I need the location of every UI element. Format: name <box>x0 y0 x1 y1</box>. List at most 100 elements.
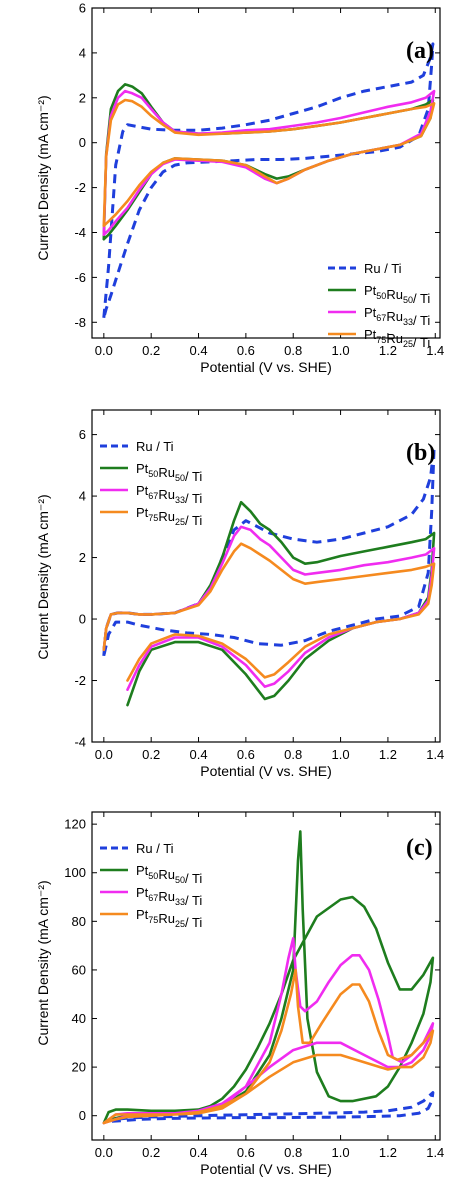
legend-label: Ru / Ti <box>136 841 174 856</box>
plot-frame <box>91 409 441 743</box>
legend-label: Pt50Ru50/ Ti <box>136 863 202 886</box>
plot-area-a: 0.0 0.2 0.4 0.6 0.8 1.0 1.2 1.4 -8 -6 -4 -2 0 2 4 6 <box>74 1 444 359</box>
y-tick-label: 0 <box>79 612 86 627</box>
x-axis-label: Potential (V vs. SHE) <box>200 1161 332 1177</box>
x-tick-label: 0.4 <box>189 1145 207 1160</box>
legend-item: Pt67Ru33/ Ti <box>328 305 430 328</box>
x-tick-label: 0.4 <box>189 747 207 762</box>
y-tick-label: 6 <box>79 1 86 16</box>
legend-label: Pt67Ru33/ Ti <box>364 305 430 328</box>
legend-item: Pt75Ru25/ Ti <box>328 327 430 350</box>
series-group <box>102 830 435 1125</box>
y-tick-label: 2 <box>79 550 86 565</box>
series-line-pt75ru25-ti <box>102 98 436 228</box>
y-tick-label: 0 <box>79 135 86 150</box>
x-tick-label: 1.2 <box>379 1145 397 1160</box>
legend-item: Pt50Ru50/ Ti <box>100 461 202 484</box>
x-tick-label: 0.8 <box>284 1145 302 1160</box>
x-tick-label: 0.2 <box>142 343 160 358</box>
x-tick-label: 0.0 <box>95 343 113 358</box>
series-line-pt75ru25-ti <box>102 542 436 682</box>
y-axis-label: Current Density (mA cm⁻²) <box>35 95 51 260</box>
legend-item: Pt50Ru50/ Ti <box>100 863 202 886</box>
panel-label: (c) <box>406 835 433 861</box>
x-tick-label: 1.2 <box>379 343 397 358</box>
y-tick-label: 6 <box>79 427 86 442</box>
x-tick-label: 0.6 <box>237 1145 255 1160</box>
legend-label: Pt75Ru25/ Ti <box>364 327 430 350</box>
y-tick-label: -6 <box>74 270 86 285</box>
y-tick-label: 0 <box>79 1108 86 1123</box>
y-tick-label: 20 <box>72 1060 86 1075</box>
series-line-pt67ru33-ti <box>102 937 435 1125</box>
x-tick-label: 0.6 <box>237 343 255 358</box>
series-line-pt67ru33-ti <box>102 525 436 691</box>
series-line-ru-ti <box>103 1091 435 1124</box>
x-tick-label: 1.2 <box>379 747 397 762</box>
x-tick-label: 0.0 <box>95 747 113 762</box>
x-tick-label: 1.4 <box>426 1145 444 1160</box>
y-tick-label: -2 <box>74 673 86 688</box>
legend-item: Ru / Ti <box>328 261 402 276</box>
legend-item: Ru / Ti <box>100 841 174 856</box>
y-tick-label: 40 <box>72 1011 86 1026</box>
x-tick-label: 1.0 <box>332 343 350 358</box>
y-tick-label: 80 <box>72 914 86 929</box>
x-axis-label: Potential (V vs. SHE) <box>200 359 332 375</box>
x-tick-label: 1.0 <box>332 1145 350 1160</box>
legend-label: Pt75Ru25/ Ti <box>136 505 202 528</box>
panel-label: (b) <box>406 440 435 466</box>
legend-label: Pt75Ru25/ Ti <box>136 907 202 930</box>
x-tick-label: 0.2 <box>142 1145 160 1160</box>
panel-a: 0.0 0.2 0.4 0.6 0.8 1.0 1.2 1.4 -8 -6 -4 -2 0 2 4 6 (a)… <box>35 1 444 376</box>
x-tick-label: 0.8 <box>284 343 302 358</box>
plot-area-c: 0.0 0.2 0.4 0.6 0.8 1.0 1.2 1.4 0 20 40 60 80 100 120 <box>64 811 444 1160</box>
x-tick-label: 0.0 <box>95 1145 113 1160</box>
y-tick-label: 2 <box>79 90 86 105</box>
y-tick-label: 4 <box>79 45 86 60</box>
y-tick-label: 120 <box>64 817 86 832</box>
x-tick-label: 0.4 <box>189 343 207 358</box>
legend-label: Pt67Ru33/ Ti <box>136 885 202 908</box>
legend-item: Pt67Ru33/ Ti <box>100 885 202 908</box>
legend-label: Ru / Ti <box>364 261 402 276</box>
y-tick-label: -8 <box>74 315 86 330</box>
x-tick-label: 0.8 <box>284 747 302 762</box>
plot-frame <box>91 7 441 339</box>
legend-item: Pt75Ru25/ Ti <box>100 907 202 930</box>
legend-item: Pt67Ru33/ Ti <box>100 483 202 506</box>
series-line-pt75ru25-ti <box>102 968 435 1125</box>
legend-label: Ru / Ti <box>136 439 174 454</box>
y-tick-label: -4 <box>74 225 86 240</box>
y-tick-label: 60 <box>72 962 86 977</box>
series-group <box>102 42 436 319</box>
x-tick-label: 1.4 <box>426 747 444 762</box>
legend-item: Pt50Ru50/ Ti <box>328 283 430 306</box>
panel-b: 0.0 0.2 0.4 0.6 0.8 1.0 1.2 1.4 -4 -2 0 2 4 6 (b) Pot… <box>35 409 444 779</box>
series-group <box>102 445 436 707</box>
y-tick-label: 100 <box>64 865 86 880</box>
x-tick-label: 1.4 <box>426 343 444 358</box>
y-axis-label: Current Density (mA cm⁻²) <box>35 880 51 1045</box>
y-tick-label: -4 <box>74 735 86 750</box>
y-tick-label: 4 <box>79 489 86 504</box>
panel-label: (a) <box>406 38 434 64</box>
legend-label: Pt50Ru50/ Ti <box>364 283 430 306</box>
x-axis-label: Potential (V vs. SHE) <box>200 763 332 779</box>
panel-c: 0.0 0.2 0.4 0.6 0.8 1.0 1.2 1.4020406080100120 … <box>35 811 444 1177</box>
y-axis-label: Current Density (mA cm⁻²) <box>35 494 51 659</box>
legend-label: Pt50Ru50/ Ti <box>136 461 202 484</box>
legend-label: Pt67Ru33/ Ti <box>136 483 202 506</box>
legend-item: Pt75Ru25/ Ti <box>100 505 202 528</box>
x-tick-label: 1.0 <box>332 747 350 762</box>
plot-area-b: 0.0 0.2 0.4 0.6 0.8 1.0 1.2 1.4 -4 -2 0 2 4 6 <box>74 409 444 762</box>
series-line-pt67ru33-ti <box>102 89 436 236</box>
x-tick-label: 0.2 <box>142 747 160 762</box>
y-tick-label: -2 <box>74 180 86 195</box>
x-tick-label: 0.6 <box>237 747 255 762</box>
plot-frame <box>91 811 441 1141</box>
